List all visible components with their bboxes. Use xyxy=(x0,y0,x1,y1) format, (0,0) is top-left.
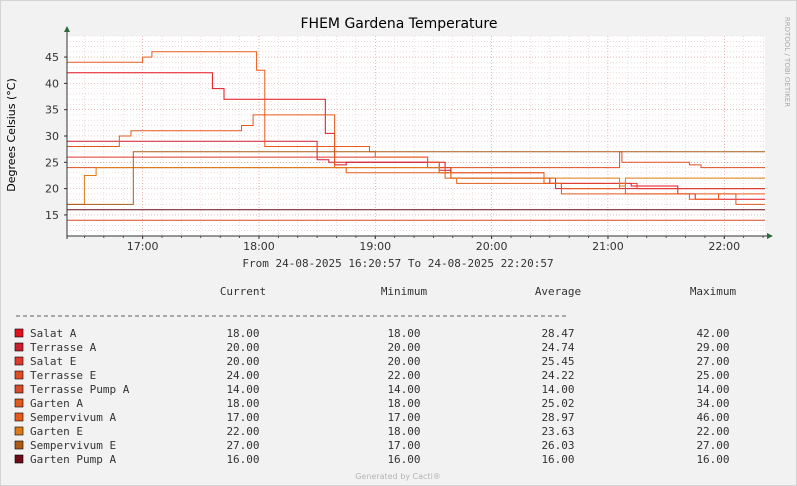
legend-value: 26.03 xyxy=(541,439,574,452)
series-line-salat-a xyxy=(67,72,765,200)
legend-value: 16.00 xyxy=(696,453,729,466)
y-tick-label: 20 xyxy=(45,183,59,196)
legend-value: 18.00 xyxy=(387,397,420,410)
legend-value: 25.45 xyxy=(541,355,574,368)
legend-series-name: Garten Pump A xyxy=(30,453,116,466)
legend-series-name: Salat E xyxy=(30,355,76,368)
period-label: From 24-08-2025 16:20:57 To 24-08-2025 2… xyxy=(242,257,553,270)
y-axis-arrow xyxy=(64,26,70,32)
legend-value: 17.00 xyxy=(387,411,420,424)
y-tick-label: 25 xyxy=(45,156,59,169)
legend-value: 25.00 xyxy=(696,369,729,382)
legend-value: 29.00 xyxy=(696,341,729,354)
series-line-sempervivum-e xyxy=(67,151,765,205)
legend-header: Maximum xyxy=(690,285,737,298)
x-tick-label: 17:00 xyxy=(127,240,159,253)
series-lines xyxy=(67,51,765,221)
x-tick-label: 21:00 xyxy=(592,240,624,253)
legend-value: 18.00 xyxy=(226,397,259,410)
y-tick-label: 40 xyxy=(45,77,59,90)
legend-series-name: Terrasse E xyxy=(30,369,96,382)
y-tick-label: 15 xyxy=(45,209,59,222)
legend-value: 20.00 xyxy=(226,341,259,354)
legend-series-name: Terrasse A xyxy=(30,341,97,354)
axes: 15 20 25 30 35 40 45 17:00 18:00 19:00 20:00 21:00 2… xyxy=(45,26,773,253)
legend-value: 27.00 xyxy=(696,439,729,452)
x-tick-label: 18:00 xyxy=(243,240,275,253)
y-tick-label: 45 xyxy=(45,51,59,64)
legend-swatch xyxy=(14,398,24,408)
legend-value: 18.00 xyxy=(226,327,259,340)
legend-value: 22.00 xyxy=(387,369,420,382)
legend-series-name: Garten A xyxy=(30,397,83,410)
legend-value: 18.00 xyxy=(387,327,420,340)
legend-value: 24.22 xyxy=(541,369,574,382)
legend-header: Current xyxy=(220,285,266,298)
rrdtool-watermark: RRDTOOL / TOBI OETIKER xyxy=(783,17,791,107)
legend-value: 16.00 xyxy=(226,453,259,466)
legend-value: 24.74 xyxy=(541,341,574,354)
legend-series-name: Garten E xyxy=(30,425,83,438)
legend-value: 28.97 xyxy=(541,411,574,424)
legend-swatch xyxy=(14,328,24,338)
x-axis-arrow xyxy=(767,233,773,239)
legend-value: 14.00 xyxy=(696,383,729,396)
legend-header: Average xyxy=(535,285,581,298)
legend-value: 16.00 xyxy=(387,453,420,466)
legend-value: 17.00 xyxy=(226,411,259,424)
legend-value: 14.00 xyxy=(387,383,420,396)
legend-value: 20.00 xyxy=(387,355,420,368)
legend-value: 14.00 xyxy=(541,383,574,396)
legend-swatch xyxy=(14,356,24,366)
legend-value: 20.00 xyxy=(387,341,420,354)
legend-value: 22.00 xyxy=(226,425,259,438)
cacti-footer: Generated by Cacti® xyxy=(355,472,441,481)
legend-value: 20.00 xyxy=(226,355,259,368)
x-tick-label: 20:00 xyxy=(476,240,508,253)
x-tick-label: 22:00 xyxy=(708,240,740,253)
legend-series-name: Sempervivum A xyxy=(30,411,116,424)
legend-value: 22.00 xyxy=(696,425,729,438)
legend-swatch xyxy=(14,454,24,464)
legend-swatch xyxy=(14,384,24,394)
legend-series-name: Sempervivum E xyxy=(30,439,116,452)
legend-series-name: Salat A xyxy=(30,327,77,340)
legend-value: 18.00 xyxy=(387,425,420,438)
legend-value: 34.00 xyxy=(696,397,729,410)
legend-value: 14.00 xyxy=(226,383,259,396)
legend-value: 27.00 xyxy=(696,355,729,368)
legend-value: 27.00 xyxy=(226,439,259,452)
legend-value: 25.02 xyxy=(541,397,574,410)
legend-header: Minimum xyxy=(381,285,428,298)
legend-series-name: Terrasse Pump A xyxy=(30,383,130,396)
legend-value: 46.00 xyxy=(696,411,729,424)
legend-value: 17.00 xyxy=(387,439,420,452)
series-line-sempervivum-a xyxy=(67,51,765,200)
x-tick-label: 19:00 xyxy=(359,240,391,253)
y-axis-label: Degrees Celsius (°C) xyxy=(5,78,18,192)
legend-value: 16.00 xyxy=(541,453,574,466)
legend-swatch xyxy=(14,426,24,436)
legend-swatch xyxy=(14,412,24,422)
y-tick-label: 30 xyxy=(45,130,59,143)
legend-value: 28.47 xyxy=(541,327,574,340)
chart-title: FHEM Gardena Temperature xyxy=(301,16,498,32)
series-line-garten-e xyxy=(67,167,765,205)
legend-value: 24.00 xyxy=(226,369,259,382)
legend: Current Minimum Average Maximum Salat A 18.00… xyxy=(14,285,737,466)
legend-value: 42.00 xyxy=(696,327,729,340)
series-line-terrasse-e xyxy=(67,151,765,169)
y-tick-label: 35 xyxy=(45,104,59,117)
legend-swatch xyxy=(14,440,24,450)
legend-swatch xyxy=(14,342,24,352)
legend-swatch xyxy=(14,370,24,380)
legend-value: 23.63 xyxy=(541,425,574,438)
